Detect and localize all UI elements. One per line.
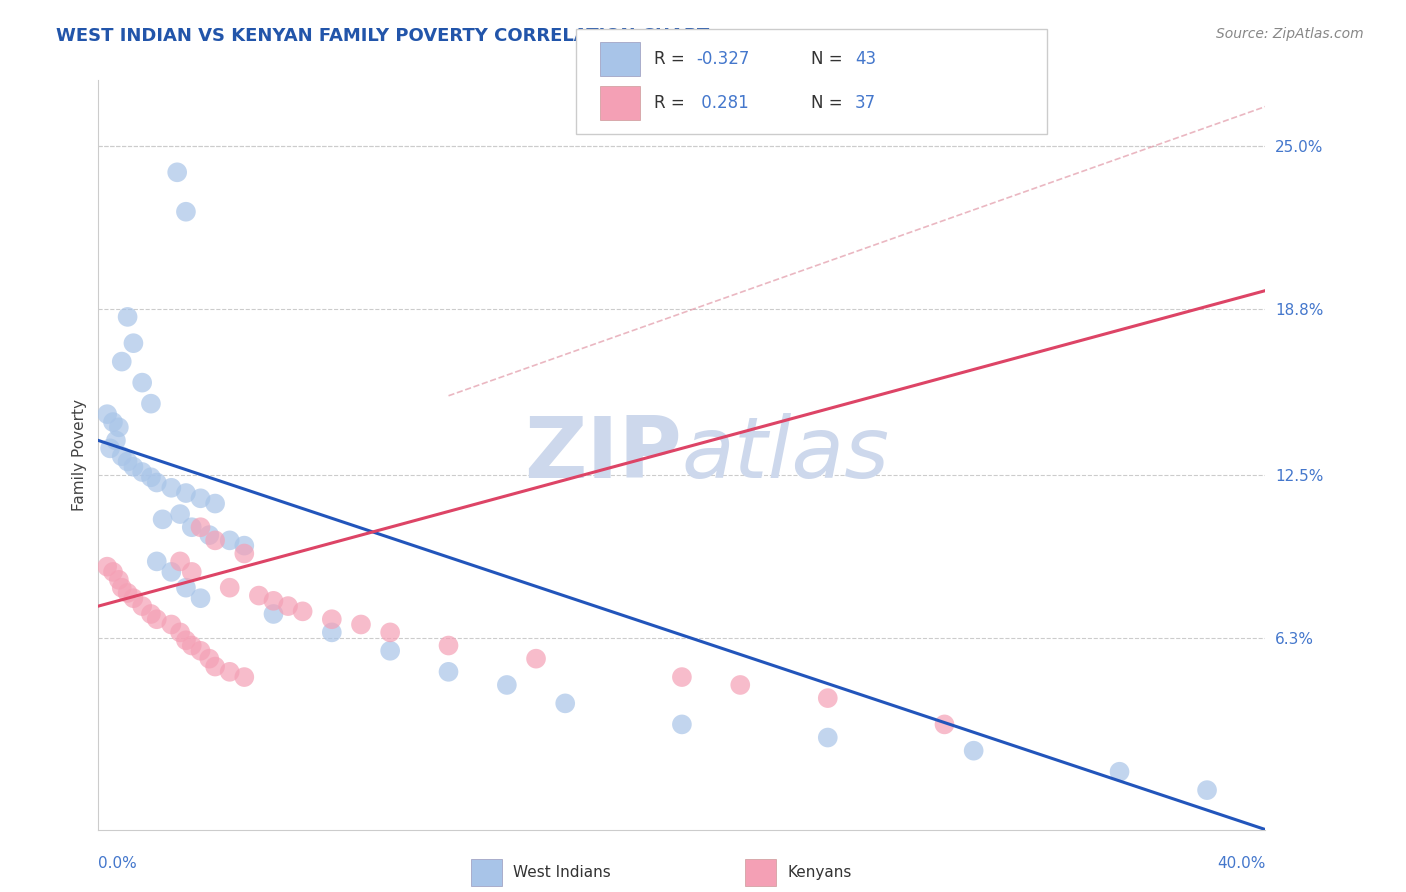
Point [96,559,118,574]
Point [98,442,121,456]
Point [204,659,226,673]
Text: 43: 43 [855,50,876,68]
Text: ZIP: ZIP [524,413,682,497]
Point [321,612,343,626]
Point [233,670,256,684]
Point [190,520,212,534]
Text: 0.0%: 0.0% [98,855,138,871]
Point [169,625,191,640]
Point [262,594,284,608]
Point [671,717,693,731]
Point [198,651,221,665]
Point [104,434,127,448]
Point [524,651,547,665]
Point [247,589,270,603]
Text: 0.281: 0.281 [696,95,749,112]
Point [437,639,460,653]
Point [350,617,373,632]
Point [218,581,240,595]
Point [169,507,191,521]
Point [934,717,956,731]
Point [1108,764,1130,779]
Point [131,599,153,613]
Text: West Indians: West Indians [513,865,612,880]
Point [204,533,226,548]
Point [218,533,240,548]
Point [146,475,169,490]
Text: Source: ZipAtlas.com: Source: ZipAtlas.com [1216,27,1364,41]
Point [180,520,202,534]
Point [496,678,519,692]
Text: N =: N = [811,50,848,68]
Point [204,497,226,511]
Point [101,415,124,429]
Point [111,449,134,463]
Point [122,336,145,351]
Point [131,465,153,479]
Point [190,591,212,606]
Point [180,565,202,579]
Point [174,581,197,595]
Text: atlas: atlas [682,413,890,497]
Point [117,454,139,468]
Point [671,670,693,684]
Point [111,354,134,368]
Point [117,586,139,600]
Point [139,470,162,484]
Point [139,397,162,411]
Text: R =: R = [654,50,690,68]
Point [730,678,752,692]
Point [190,491,212,506]
Point [139,607,162,621]
Point [817,691,839,706]
Point [160,565,183,579]
Y-axis label: Family Poverty: Family Poverty [72,399,87,511]
Point [291,604,314,618]
Text: WEST INDIAN VS KENYAN FAMILY POVERTY CORRELATION CHART: WEST INDIAN VS KENYAN FAMILY POVERTY COR… [56,27,710,45]
Point [1195,783,1218,797]
Point [166,165,188,179]
Point [160,617,183,632]
Point [262,607,284,621]
Text: 37: 37 [855,95,876,112]
Point [233,539,256,553]
Point [174,204,197,219]
Point [437,665,460,679]
Text: -0.327: -0.327 [696,50,749,68]
Text: R =: R = [654,95,690,112]
Point [233,547,256,561]
Point [160,481,183,495]
Point [101,565,124,579]
Point [122,591,145,606]
Point [962,744,984,758]
Text: 40.0%: 40.0% [1218,855,1265,871]
Point [152,512,174,526]
Point [122,459,145,474]
Point [146,554,169,568]
Point [277,599,299,613]
Point [554,697,576,711]
Point [131,376,153,390]
Point [198,528,221,542]
Point [321,625,343,640]
Point [817,731,839,745]
Point [174,633,197,648]
Text: N =: N = [811,95,848,112]
Point [174,486,197,500]
Point [218,665,240,679]
Point [169,554,191,568]
Text: Kenyans: Kenyans [787,865,852,880]
Point [108,573,131,587]
Point [380,644,402,658]
Point [380,625,402,640]
Point [190,644,212,658]
Point [111,581,134,595]
Point [180,639,202,653]
Point [117,310,139,324]
Point [146,612,169,626]
Point [96,407,118,421]
Point [108,420,131,434]
